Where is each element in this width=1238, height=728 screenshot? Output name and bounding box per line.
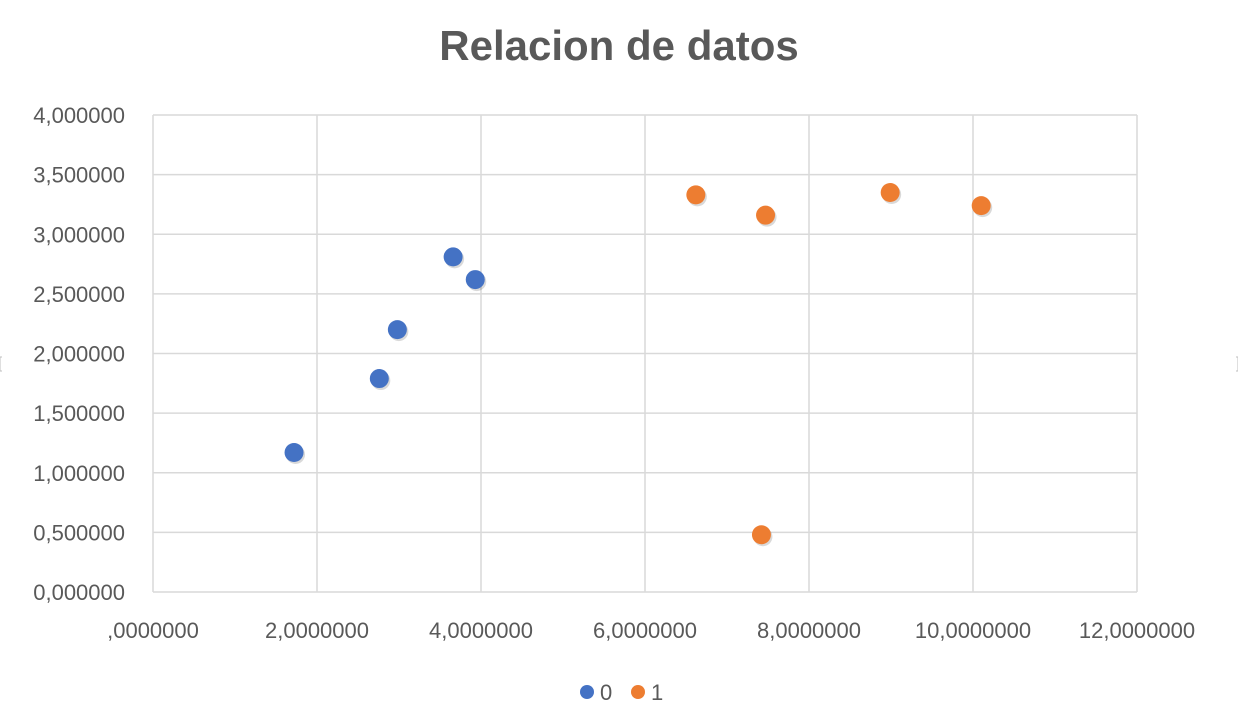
data-point[interactable] — [465, 270, 485, 290]
x-tick-label: 6,0000000 — [593, 618, 697, 643]
legend-label: 1 — [651, 680, 663, 705]
y-tick-label: 0,500000 — [33, 520, 125, 545]
x-tick-label: 8,0000000 — [757, 618, 861, 643]
data-point[interactable] — [686, 185, 706, 205]
legend-label: 0 — [600, 680, 612, 705]
y-tick-label: 1,000000 — [33, 461, 125, 486]
y-tick-label: 3,500000 — [33, 163, 125, 188]
x-tick-label: 2,0000000 — [265, 618, 369, 643]
data-point[interactable] — [756, 205, 776, 225]
y-tick-label: 1,500000 — [33, 401, 125, 426]
chart-title: Relacion de datos — [439, 22, 798, 69]
legend-marker — [631, 685, 645, 699]
x-tick-label: 12,0000000 — [1079, 618, 1195, 643]
series-1-points — [686, 183, 993, 547]
data-point[interactable] — [443, 247, 463, 267]
y-tick-label: 0,000000 — [33, 580, 125, 605]
series-0-points — [284, 247, 487, 464]
x-tick-label: 10,0000000 — [915, 618, 1031, 643]
data-point[interactable] — [284, 442, 304, 462]
data-point[interactable] — [369, 369, 389, 389]
legend-marker — [580, 685, 594, 699]
x-tick-label: 4,0000000 — [429, 618, 533, 643]
x-tick-label: ,0000000 — [107, 618, 199, 643]
y-tick-label: 4,000000 — [33, 103, 125, 128]
data-point[interactable] — [751, 525, 771, 545]
frame-handle-left — [0, 356, 2, 372]
data-point[interactable] — [971, 196, 991, 216]
data-point[interactable] — [880, 183, 900, 203]
frame-handle-right — [1236, 356, 1238, 372]
data-points — [284, 183, 993, 547]
y-tick-label: 2,500000 — [33, 282, 125, 307]
y-axis-tick-labels: 0,000000 0,500000 1,000000 1,500000 2,000000… — [33, 103, 125, 605]
x-axis-tick-labels: ,0000000 2,0000000 4,0000000 6,0000000 8,000… — [107, 618, 1195, 643]
y-tick-label: 3,000000 — [33, 222, 125, 247]
data-point[interactable] — [387, 320, 407, 340]
y-tick-label: 2,000000 — [33, 342, 125, 367]
plot-gridlines — [152, 114, 1138, 593]
